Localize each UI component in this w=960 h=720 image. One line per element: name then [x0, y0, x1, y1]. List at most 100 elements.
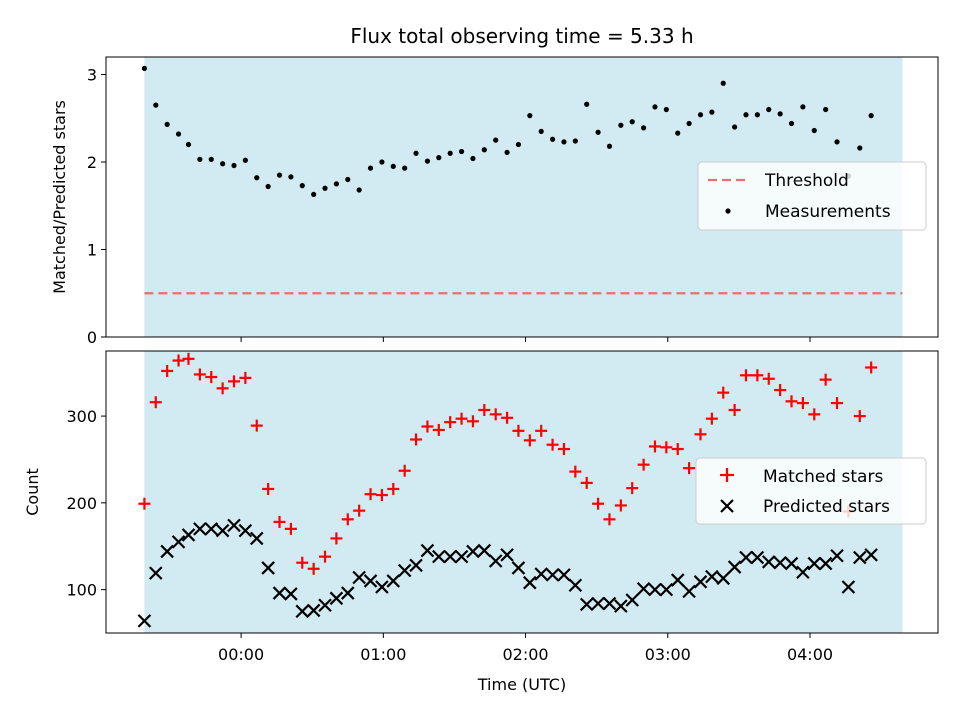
measurement-point — [652, 104, 658, 110]
measurement-point — [811, 127, 817, 134]
predicted-star-point — [352, 570, 366, 585]
measurement-point — [424, 158, 431, 164]
matched-star-point — [182, 352, 195, 365]
predicted-star-point — [318, 598, 332, 613]
measurement-point — [379, 159, 385, 165]
measurement-point — [367, 165, 374, 171]
matched-star-point — [205, 371, 218, 384]
x-tick-label: 01:00 — [360, 645, 406, 664]
measurement-point — [141, 65, 147, 71]
matched-star-point — [307, 562, 320, 575]
matched-star-point — [421, 420, 434, 433]
x-tick-label: 02:00 — [503, 645, 549, 664]
measurement-point — [606, 143, 613, 149]
measurement-point — [311, 191, 317, 197]
top-y-tick-label: 3 — [87, 66, 97, 85]
measurement-point — [402, 165, 408, 171]
predicted-star-point — [796, 565, 810, 580]
predicted-star-point — [193, 522, 207, 536]
measurement-point — [686, 120, 692, 127]
top-plot-frame — [105, 56, 939, 338]
measurement-point — [732, 124, 738, 130]
matched-star-point — [273, 515, 286, 528]
predicted-star-point — [670, 573, 685, 587]
measurement-point — [447, 150, 453, 156]
measurement-point — [641, 125, 647, 131]
matched-star-point — [762, 372, 775, 385]
predicted-star-point — [659, 582, 674, 597]
measurement-point — [868, 113, 874, 119]
bottom-y-tick-label: 100 — [66, 581, 97, 600]
matched-star-point — [546, 438, 559, 451]
predicted-star-point — [750, 550, 765, 565]
measurement-point — [458, 148, 465, 155]
predicted-stars-points — [137, 518, 878, 628]
legend-predicted-swatch — [720, 499, 734, 513]
predicted-star-point — [511, 561, 526, 575]
top-legend-box — [697, 161, 927, 231]
matched-star-point — [671, 443, 684, 456]
x-tick-label: 00:00 — [218, 645, 264, 664]
x-tick-label: 04:00 — [787, 645, 833, 664]
predicted-star-point — [215, 523, 230, 538]
matched-star-point — [648, 440, 661, 453]
measurement-point — [220, 161, 226, 167]
bottom-y-tick-label: 200 — [66, 494, 97, 513]
top-y-tick-label: 2 — [87, 153, 97, 172]
measurement-point — [538, 128, 544, 134]
matched-star-point — [637, 458, 650, 471]
predicted-star-point — [137, 614, 152, 628]
measurement-point — [493, 137, 499, 143]
matched-star-point — [161, 364, 174, 377]
legend-measurements-swatch — [725, 208, 731, 214]
matched-star-point — [614, 499, 627, 512]
matched-star-point — [717, 386, 730, 399]
matched-star-point — [330, 532, 343, 545]
measurement-point — [800, 104, 806, 110]
top-y-axis-label: Matched/Predicted stars — [50, 100, 69, 294]
predicted-star-point — [773, 555, 787, 570]
predicted-star-point — [636, 581, 651, 596]
measurement-point — [197, 156, 203, 162]
matched-star-point — [172, 354, 185, 367]
measurement-point — [242, 157, 248, 163]
measurement-point — [527, 113, 533, 119]
predicted-star-point — [761, 555, 776, 569]
top-y-ticks: 0 1 2 3 — [87, 66, 106, 347]
measurement-point — [515, 141, 522, 148]
measurement-point — [857, 145, 863, 151]
measurement-point — [164, 121, 170, 127]
matched-star-point — [262, 482, 275, 495]
measurement-point — [413, 150, 419, 156]
matched-star-point — [387, 482, 400, 495]
predicted-star-point — [523, 575, 537, 590]
predicted-star-point — [784, 556, 799, 571]
predicted-star-point — [614, 599, 628, 613]
matched-star-point — [284, 522, 297, 535]
measurement-point — [276, 172, 283, 178]
predicted-star-point — [454, 549, 469, 564]
predicted-star-point — [204, 522, 219, 536]
matched-star-point — [660, 441, 673, 454]
matched-star-point — [796, 397, 809, 410]
matched-star-point — [319, 550, 332, 563]
matched-star-point — [239, 371, 252, 384]
top-panel: 0 1 2 3 Matched/Predicted stars Threshold M… — [50, 56, 939, 347]
measurement-point — [153, 102, 159, 108]
measurement-point — [754, 112, 760, 118]
matched-star-point — [478, 404, 491, 417]
top-legend: Threshold Measurements — [697, 161, 927, 231]
bottom-y-axis-label: Count — [23, 468, 42, 516]
predicted-star-point — [727, 560, 742, 574]
matched-star-point — [138, 497, 151, 510]
legend-predicted-label: Predicted stars — [763, 497, 890, 517]
predicted-star-point — [181, 528, 196, 542]
matched-star-point — [216, 382, 229, 395]
predicted-star-point — [160, 544, 174, 559]
predicted-star-point — [488, 554, 503, 568]
predicted-star-point — [557, 568, 571, 582]
matched-star-point — [694, 428, 707, 441]
top-y-tick-label: 1 — [87, 241, 97, 260]
measurement-point — [333, 181, 339, 187]
